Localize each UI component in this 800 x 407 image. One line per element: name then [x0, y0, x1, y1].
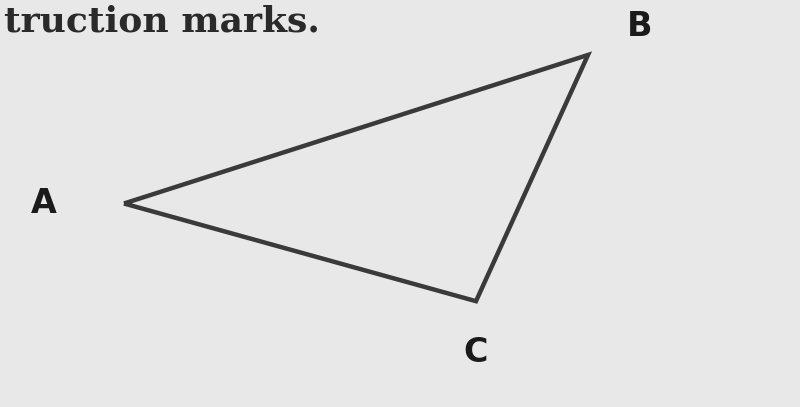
- Text: B: B: [627, 10, 653, 43]
- Text: A: A: [31, 187, 57, 220]
- Text: truction marks.: truction marks.: [4, 4, 320, 38]
- Text: C: C: [464, 335, 488, 369]
